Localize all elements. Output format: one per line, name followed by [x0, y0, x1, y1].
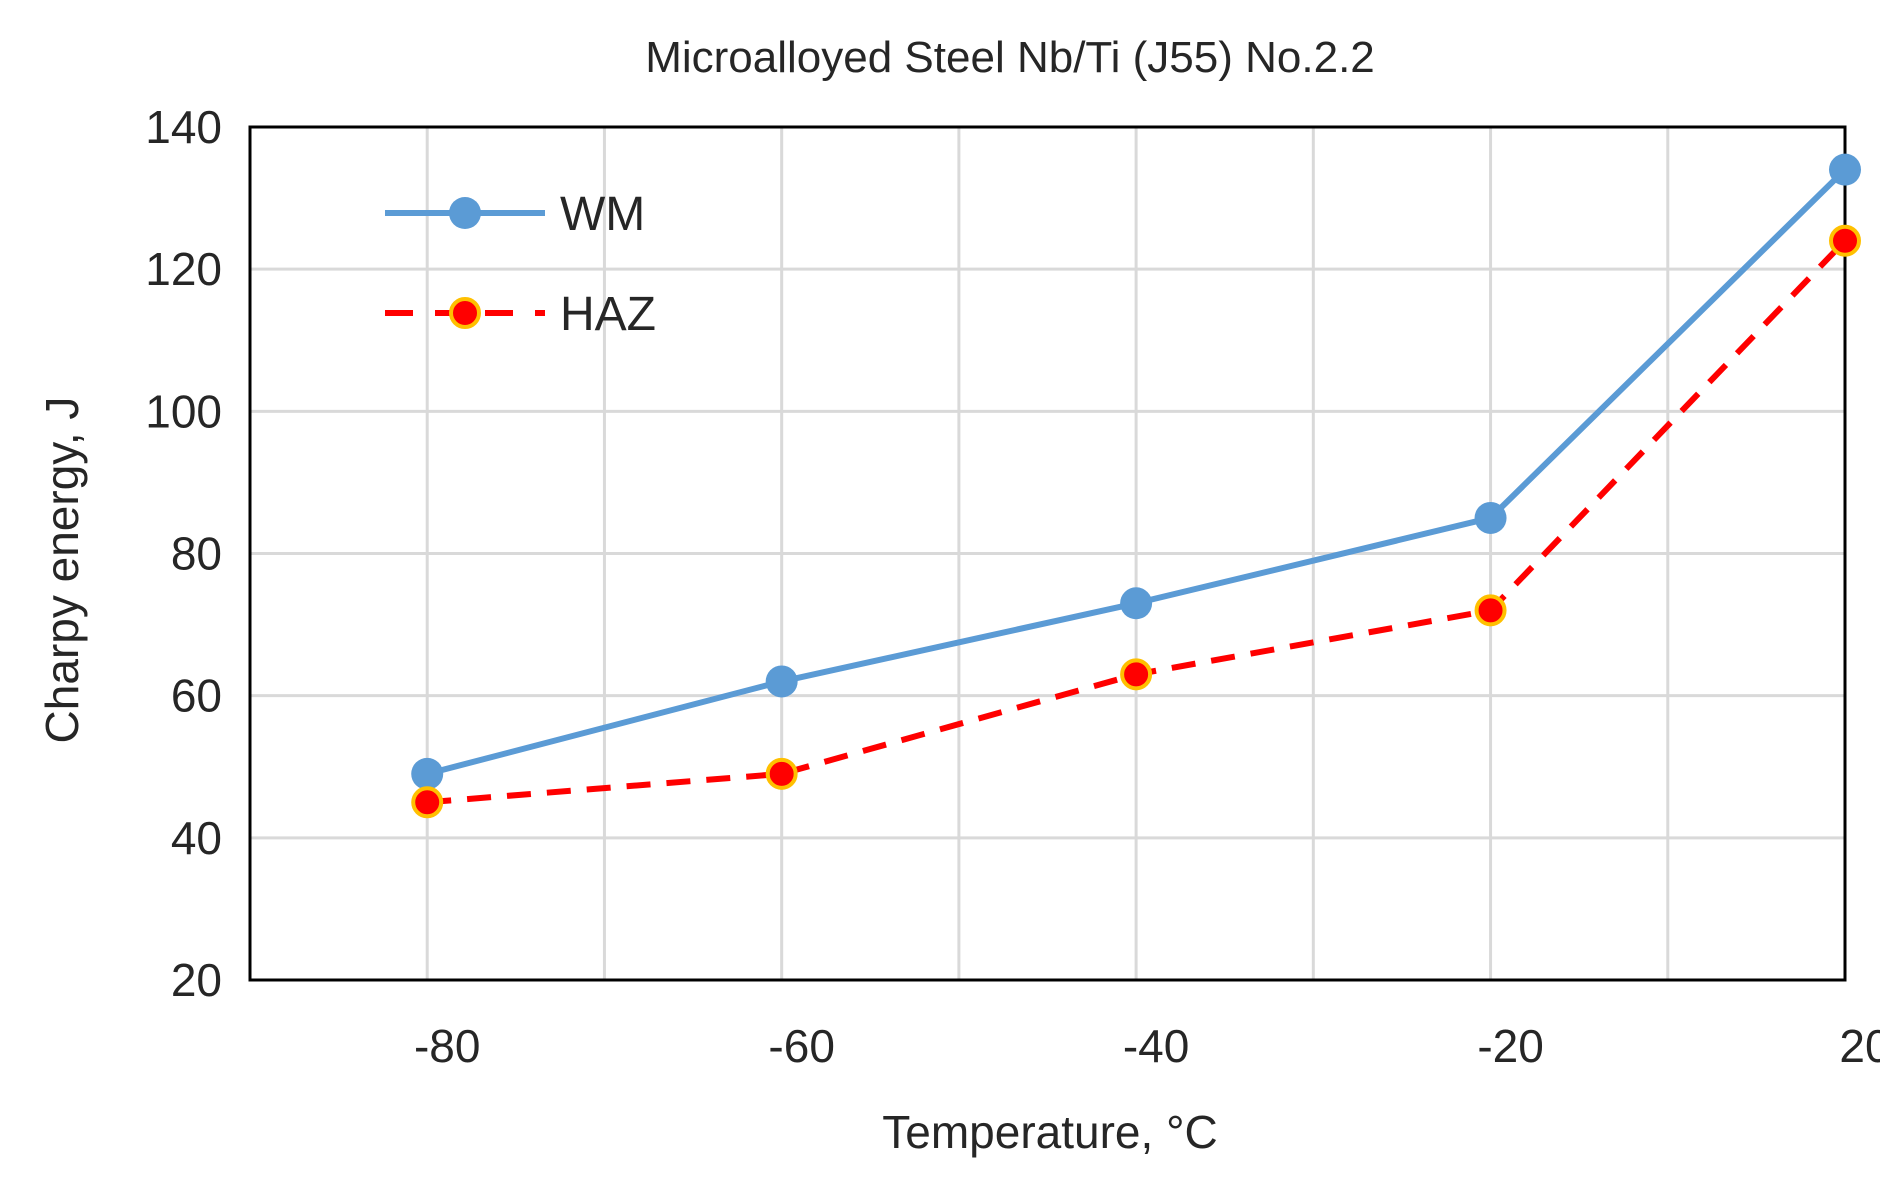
- x-axis-title: Temperature, °C: [882, 1106, 1217, 1158]
- chart-title: Microalloyed Steel Nb/Ti (J55) No.2.2: [645, 33, 1375, 82]
- x-tick-label: -80: [414, 1020, 480, 1072]
- y-tick-label: 80: [171, 528, 222, 580]
- series-layer: [411, 153, 1861, 819]
- y-tick-label: 120: [145, 243, 222, 295]
- y-tick-label: 20: [171, 954, 222, 1006]
- series-wm: [411, 153, 1861, 790]
- data-point-wm: [765, 665, 798, 698]
- x-tick-label: -40: [1123, 1020, 1189, 1072]
- legend: WM HAZ: [385, 188, 656, 341]
- data-point-wm: [411, 757, 444, 790]
- y-tick-label: 40: [171, 812, 222, 864]
- legend-label-haz: HAZ: [560, 288, 656, 341]
- legend-item-haz: HAZ: [385, 288, 656, 341]
- data-point-wm: [1120, 587, 1153, 620]
- x-tick-labels: -80 -60 -40 -20 20: [414, 1020, 1880, 1072]
- data-point-haz: [1120, 658, 1153, 691]
- y-tick-label: 100: [145, 385, 222, 437]
- y-tick-label: 140: [145, 101, 222, 153]
- legend-marker-wm: [449, 197, 481, 229]
- legend-label-wm: WM: [560, 188, 645, 241]
- data-point-haz: [1474, 594, 1507, 627]
- series-haz: [411, 224, 1861, 819]
- gridlines: [250, 127, 1845, 980]
- y-axis-title: Charpy energy, J: [36, 397, 88, 744]
- x-tick-label: -20: [1477, 1020, 1543, 1072]
- y-tick-labels: 20 40 60 80 100 120 140: [145, 101, 222, 1006]
- plot-frame: [248, 125, 1847, 982]
- y-tick-label: 60: [171, 670, 222, 722]
- data-point-haz: [411, 786, 444, 819]
- data-point-haz: [1829, 224, 1861, 257]
- legend-marker-haz: [449, 297, 481, 329]
- legend-item-wm: WM: [385, 188, 645, 241]
- data-point-haz: [765, 757, 798, 790]
- x-tick-label: 20: [1839, 1020, 1880, 1072]
- data-point-wm: [1829, 153, 1861, 186]
- x-tick-label: -60: [768, 1020, 834, 1072]
- data-point-wm: [1474, 501, 1507, 534]
